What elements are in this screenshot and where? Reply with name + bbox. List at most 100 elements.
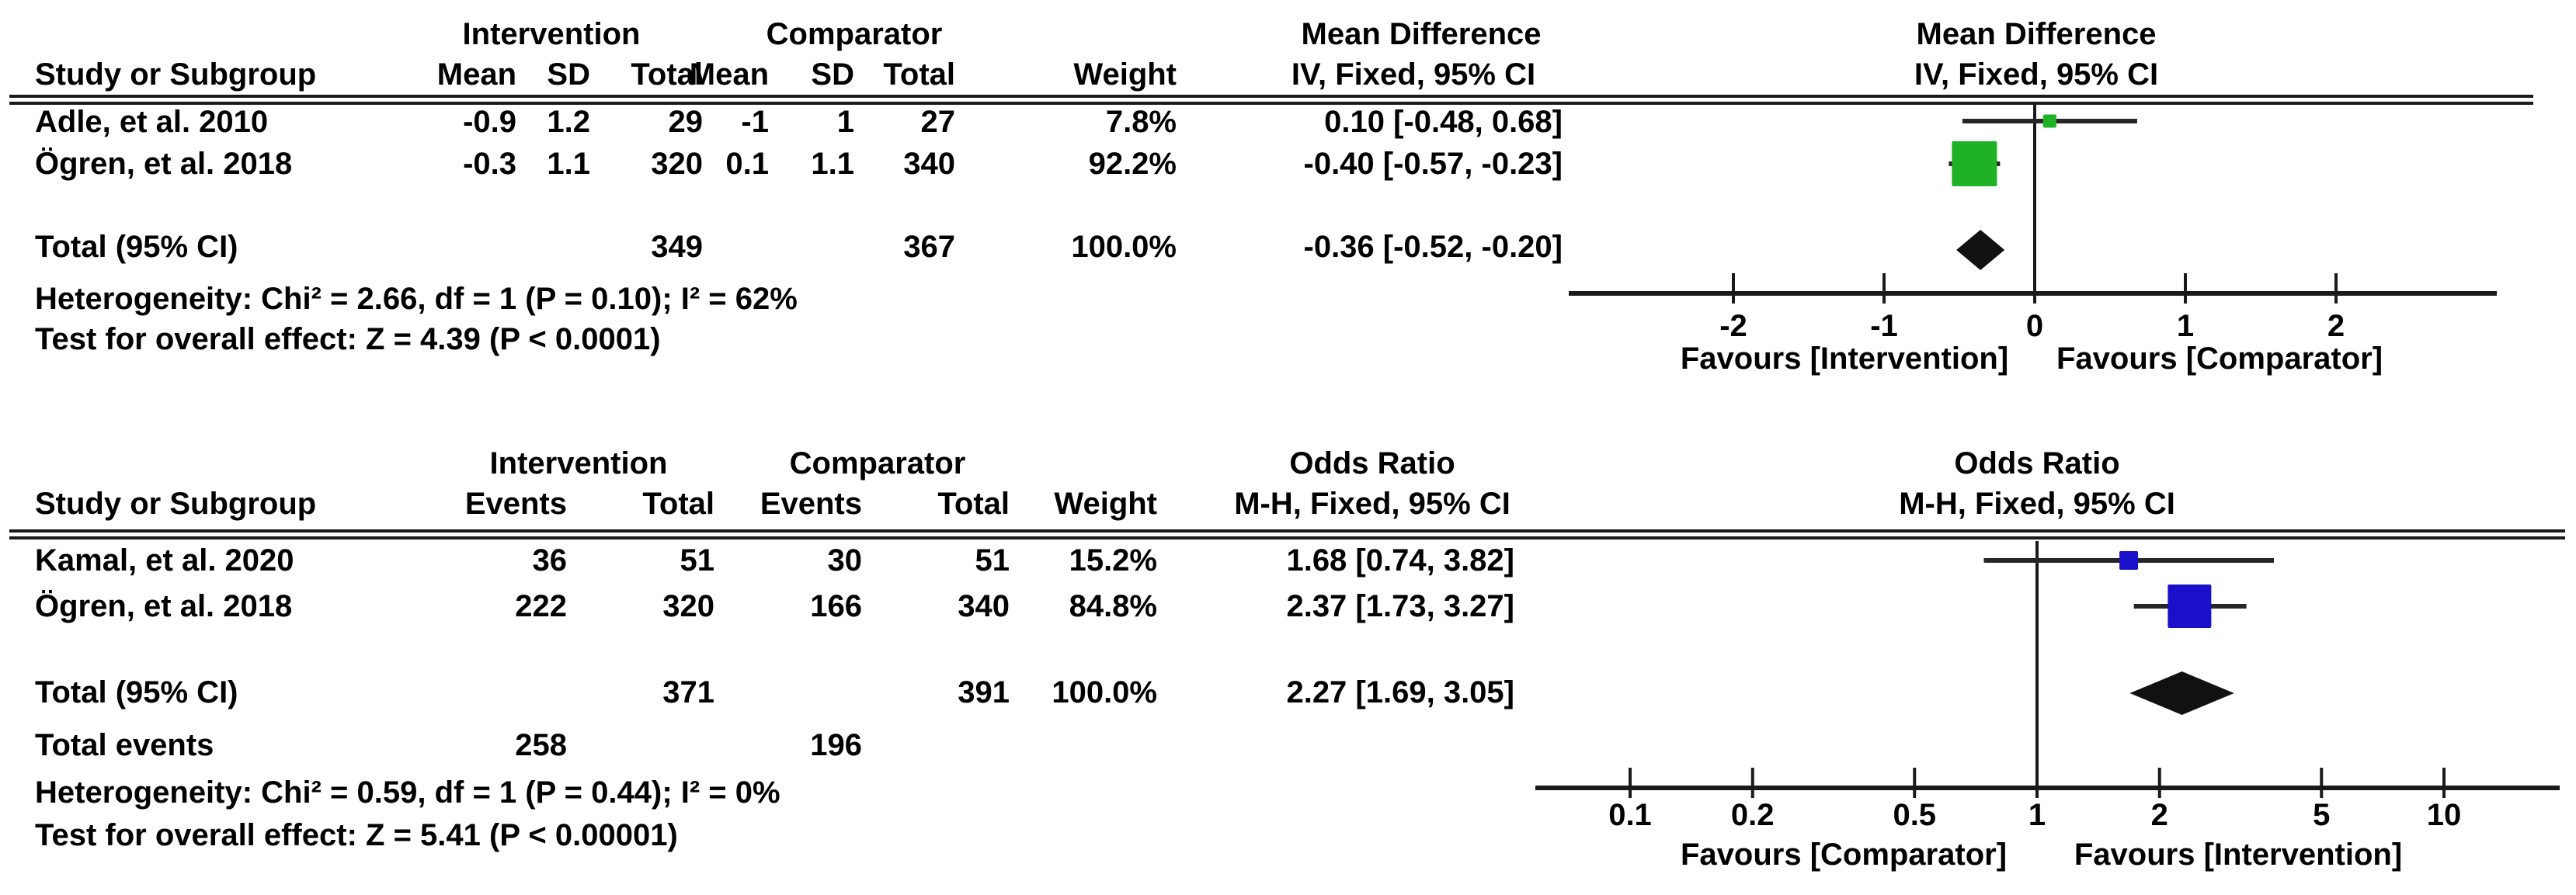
- heterogeneity-text: Heterogeneity: Chi² = 2.66, df = 1 (P = …: [35, 282, 798, 316]
- overall-effect-text: Test for overall effect: Z = 5.41 (P < 0…: [35, 818, 678, 852]
- axis-tick-label: 2: [2327, 309, 2345, 343]
- total-n-intervention: 371: [662, 675, 714, 709]
- axis-tick-label: 10: [2426, 798, 2462, 832]
- cell-total1: 320: [662, 589, 714, 623]
- total-events-label: Total events: [35, 728, 214, 762]
- column-header-total2: Total: [883, 57, 955, 92]
- cell-sd1: 1.1: [547, 147, 590, 181]
- study-marker: [2119, 551, 2139, 570]
- group-header-effect: Mean Difference: [1301, 17, 1542, 51]
- cell-total2: 340: [958, 589, 1010, 623]
- axis-tick-label: 0.2: [1730, 798, 1775, 832]
- column-header-events2: Events: [760, 487, 862, 521]
- axis-tick-label: 1: [2176, 309, 2195, 343]
- cell-weight: 84.8%: [1069, 589, 1157, 623]
- cell-mean2: -1: [741, 105, 769, 139]
- group-header-comparator: Comparator: [789, 446, 966, 480]
- cell-total2: 340: [903, 147, 955, 181]
- axis-tick-label: 0.1: [1608, 798, 1652, 832]
- study-label: Ögren, et al. 2018: [35, 589, 293, 623]
- cell-mean1: -0.9: [463, 105, 516, 139]
- column-header-study: Study or Subgroup: [35, 57, 317, 92]
- cell-mean2: 0.1: [725, 147, 769, 181]
- heterogeneity-text: Heterogeneity: Chi² = 0.59, df = 1 (P = …: [35, 775, 780, 810]
- study-label: Kamal, et al. 2020: [35, 543, 294, 578]
- column-header-effect-ci: IV, Fixed, 95% CI: [1291, 57, 1536, 92]
- column-header-sd1: SD: [547, 57, 590, 92]
- cell-mean1: -0.3: [463, 147, 516, 181]
- total-events-comparator: 196: [810, 728, 862, 762]
- cell-weight: 92.2%: [1088, 147, 1177, 181]
- total-effect-ci: 2.27 [1.69, 3.05]: [1286, 675, 1514, 709]
- axis-tick-label: -2: [1719, 309, 1747, 343]
- axis-tick-label: 0: [2025, 309, 2044, 343]
- favours-right-label: Favours [Intervention]: [2074, 838, 2403, 872]
- overall-effect-text: Test for overall effect: Z = 4.39 (P < 0…: [35, 322, 661, 356]
- total-events-intervention: 258: [515, 728, 567, 762]
- cell-events2: 166: [810, 589, 862, 623]
- total-n-comparator: 391: [958, 675, 1010, 709]
- column-header-mean2: Mean: [689, 57, 769, 92]
- cell-effect-ci: -0.40 [-0.57, -0.23]: [1303, 147, 1563, 181]
- total-weight: 100.0%: [1052, 675, 1157, 709]
- cell-sd1: 1.2: [547, 105, 590, 139]
- cell-total1: 51: [680, 543, 715, 578]
- cell-total2: 51: [975, 543, 1010, 578]
- summary-diamond: [2129, 671, 2234, 715]
- cell-sd2: 1: [836, 105, 854, 139]
- study-marker: [2042, 114, 2056, 128]
- study-marker: [1952, 141, 1997, 186]
- cell-events1: 222: [515, 589, 567, 623]
- header-divider: [9, 95, 2533, 105]
- column-header-sd2: SD: [811, 57, 854, 92]
- column-header-total1: Total: [631, 57, 703, 92]
- cell-events1: 36: [532, 543, 568, 578]
- favours-left-label: Favours [Intervention]: [1680, 342, 2009, 376]
- plot-header-method: IV, Fixed, 95% CI: [1914, 57, 2159, 92]
- axis-tick-label: 5: [2313, 798, 2331, 832]
- cell-total1: 29: [668, 105, 704, 139]
- cell-total2: 27: [920, 105, 956, 139]
- group-header-intervention: Intervention: [462, 17, 641, 51]
- total-row-label: Total (95% CI): [35, 675, 238, 709]
- column-header-effect-ci: M-H, Fixed, 95% CI: [1234, 487, 1510, 521]
- column-header-weight: Weight: [1073, 57, 1177, 92]
- plot-header-effect: Odds Ratio: [1954, 446, 2120, 480]
- total-n-intervention: 349: [651, 230, 703, 264]
- header-divider: [9, 529, 2565, 539]
- summary-diamond: [1956, 230, 2005, 270]
- total-effect-ci: -0.36 [-0.52, -0.20]: [1303, 230, 1563, 264]
- column-header-study: Study or Subgroup: [35, 487, 317, 521]
- total-weight: 100.0%: [1071, 230, 1177, 264]
- study-label: Adle, et al. 2010: [35, 105, 269, 139]
- favours-left-label: Favours [Comparator]: [1680, 838, 2008, 872]
- study-marker: [2168, 585, 2212, 628]
- column-header-total2: Total: [937, 487, 1010, 521]
- cell-effect-ci: 1.68 [0.74, 3.82]: [1286, 543, 1514, 578]
- total-n-comparator: 367: [903, 230, 955, 264]
- cell-sd2: 1.1: [811, 147, 854, 181]
- cell-effect-ci: 2.37 [1.73, 3.27]: [1286, 589, 1514, 623]
- group-header-comparator: Comparator: [766, 17, 943, 51]
- column-header-weight: Weight: [1054, 487, 1157, 521]
- axis-tick-label: 1: [2028, 798, 2046, 832]
- cell-weight: 7.8%: [1105, 105, 1177, 139]
- axis-tick-label: -1: [1870, 309, 1898, 343]
- axis-tick-label: 2: [2150, 798, 2168, 832]
- total-row-label: Total (95% CI): [35, 230, 238, 264]
- study-label: Ögren, et al. 2018: [35, 147, 293, 181]
- favours-right-label: Favours [Comparator]: [2056, 342, 2383, 376]
- plot-header-method: M-H, Fixed, 95% CI: [1899, 487, 2175, 521]
- column-header-events1: Events: [464, 487, 567, 521]
- group-header-effect: Odds Ratio: [1289, 446, 1455, 480]
- plot-header-effect: Mean Difference: [1916, 17, 2157, 51]
- cell-effect-ci: 0.10 [-0.48, 0.68]: [1324, 105, 1563, 139]
- axis-tick-label: 0.5: [1893, 798, 1937, 832]
- group-header-intervention: Intervention: [489, 446, 668, 480]
- column-header-total1: Total: [642, 487, 714, 521]
- cell-total1: 320: [651, 147, 703, 181]
- cell-weight: 15.2%: [1069, 543, 1157, 578]
- cell-events2: 30: [827, 543, 863, 578]
